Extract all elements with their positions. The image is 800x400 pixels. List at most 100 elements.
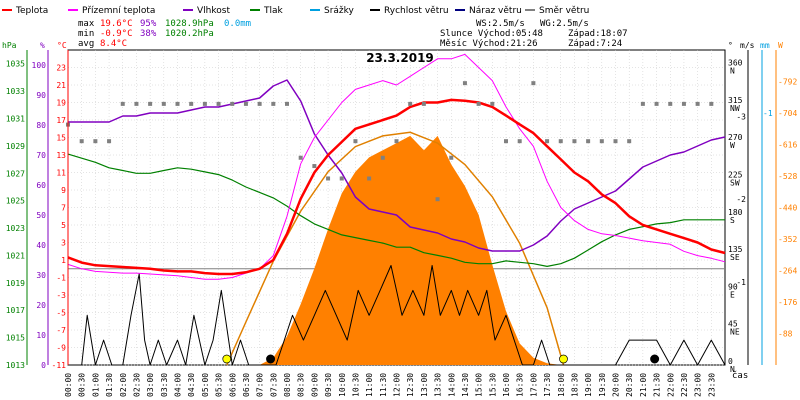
wind-direction-point bbox=[285, 101, 289, 106]
x-tick-label: 02:30 bbox=[132, 373, 141, 397]
direction-label: N bbox=[730, 365, 735, 374]
moonrise-marker bbox=[650, 354, 660, 364]
wind-direction-point bbox=[531, 81, 536, 86]
x-tick-label: 06:00 bbox=[228, 373, 237, 397]
temperature-axis-tick: 9 bbox=[61, 186, 66, 195]
humidity-axis-tick: 70 bbox=[36, 151, 46, 160]
temperature-axis-tick: 5 bbox=[61, 221, 66, 230]
wind-direction-point bbox=[394, 139, 399, 144]
x-tick-label: 09:30 bbox=[324, 373, 333, 397]
x-tick-label: 23:00 bbox=[694, 373, 703, 397]
wind-direction-point bbox=[367, 176, 372, 181]
direction-tick: 270 bbox=[728, 133, 743, 142]
x-tick-label: 06:30 bbox=[242, 373, 251, 397]
sunrise-marker bbox=[222, 354, 232, 364]
temperature-axis-tick: 7 bbox=[61, 204, 66, 213]
direction-tick: 0 bbox=[728, 357, 733, 366]
temperature-axis-tick: -11 bbox=[52, 361, 67, 370]
x-tick-label: 18:30 bbox=[570, 373, 579, 397]
wind-direction-point bbox=[161, 101, 166, 106]
wind-direction-point bbox=[435, 197, 440, 202]
humidity-axis-tick: 0 bbox=[41, 361, 46, 370]
temperature-line bbox=[67, 98, 726, 276]
humidity-axis-tick: 40 bbox=[36, 241, 46, 250]
wind-direction-point bbox=[134, 101, 139, 106]
wind-direction-point bbox=[627, 139, 632, 144]
pressure-axis-tick: 1013 bbox=[6, 361, 25, 370]
temperature-axis-tick: 21 bbox=[56, 81, 66, 90]
pressure-axis-tick: 1033 bbox=[6, 87, 25, 96]
wind-tick: -3 bbox=[736, 112, 746, 121]
stats-label: avg bbox=[78, 39, 94, 49]
solar-tick: -704 bbox=[778, 109, 797, 118]
x-tick-label: 12:00 bbox=[393, 373, 402, 397]
solar-radiation-area bbox=[68, 135, 725, 365]
temperature-axis-tick: 15 bbox=[56, 134, 66, 143]
pressure-axis-tick: 1035 bbox=[6, 60, 25, 69]
wind-direction-point bbox=[668, 101, 673, 106]
x-tick-label: 19:00 bbox=[584, 373, 593, 397]
direction-tick: 135 bbox=[728, 245, 743, 254]
wind-direction-point bbox=[599, 139, 604, 144]
sunset-marker bbox=[559, 354, 568, 364]
x-tick-label: 04:00 bbox=[174, 373, 183, 397]
x-tick-label: 19:30 bbox=[598, 373, 607, 397]
info-text: Západ:7:24 bbox=[568, 39, 622, 49]
solar-unit: W bbox=[778, 41, 783, 50]
solar-tick: -792 bbox=[778, 78, 797, 87]
wind-direction-point bbox=[257, 101, 262, 106]
pressure-axis-tick: 1025 bbox=[6, 197, 25, 206]
info-text: Západ:18:07 bbox=[568, 29, 628, 39]
humidity-line bbox=[68, 79, 726, 252]
info-text: Měsíc Východ:21:26 bbox=[440, 39, 538, 49]
rain-unit: mm bbox=[760, 41, 770, 50]
temperature-axis-tick: -1 bbox=[56, 274, 66, 283]
x-tick-label: 14:30 bbox=[461, 373, 470, 397]
stats-label: max bbox=[78, 19, 95, 29]
stats-rain: 0.0mm bbox=[224, 19, 251, 29]
wind-direction-point bbox=[681, 101, 686, 106]
direction-label: NE bbox=[730, 328, 740, 337]
wind-direction-point bbox=[490, 101, 495, 106]
legend-label: Tlak bbox=[263, 6, 284, 16]
stats-label: min bbox=[78, 29, 94, 39]
direction-tick: 225 bbox=[728, 170, 743, 179]
wind-direction-point bbox=[79, 139, 84, 144]
x-tick-label: 22:30 bbox=[680, 373, 689, 397]
x-tick-label: 04:30 bbox=[187, 373, 196, 397]
series-lines bbox=[66, 53, 726, 366]
x-tick-label: 07:00 bbox=[256, 373, 265, 397]
wind-direction-point bbox=[695, 101, 700, 106]
info-text: WG:2.5m/s bbox=[540, 19, 589, 29]
x-tick-label: 03:30 bbox=[160, 373, 169, 397]
wind-direction-point bbox=[640, 101, 645, 106]
pressure-axis-tick: 1017 bbox=[6, 306, 25, 315]
x-tick-label: 02:00 bbox=[119, 373, 128, 397]
wind-direction-point bbox=[339, 176, 344, 181]
direction-label: NW bbox=[730, 104, 740, 113]
chart-title: 23.3.2019 bbox=[366, 51, 434, 65]
wind-direction-point bbox=[216, 101, 221, 106]
direction-label: N bbox=[730, 67, 735, 76]
direction-tick: 90 bbox=[728, 282, 738, 291]
pressure-axis-tick: 1029 bbox=[6, 142, 25, 151]
stats-temp: 19.6°C bbox=[100, 19, 133, 29]
rain-tick: -1 bbox=[763, 109, 773, 118]
x-tick-label: 21:30 bbox=[653, 373, 662, 397]
legend-label: Přízemní teplota bbox=[82, 6, 155, 16]
temperature-axis-tick: 17 bbox=[56, 116, 66, 125]
wind-direction-point bbox=[230, 101, 235, 106]
direction-tick: 45 bbox=[728, 320, 738, 329]
x-tick-label: 22:00 bbox=[666, 373, 675, 397]
x-tick-label: 13:00 bbox=[420, 373, 429, 397]
wind-direction-point bbox=[107, 139, 112, 144]
wind-tick: -1 bbox=[736, 278, 746, 287]
x-tick-label: 11:00 bbox=[365, 373, 374, 397]
wind-direction-point bbox=[202, 101, 207, 106]
wind-direction-point bbox=[353, 139, 358, 144]
wind-direction-point bbox=[380, 155, 385, 160]
pressure-axis-tick: 1031 bbox=[6, 114, 25, 123]
humidity-axis-tick: 50 bbox=[36, 211, 46, 220]
